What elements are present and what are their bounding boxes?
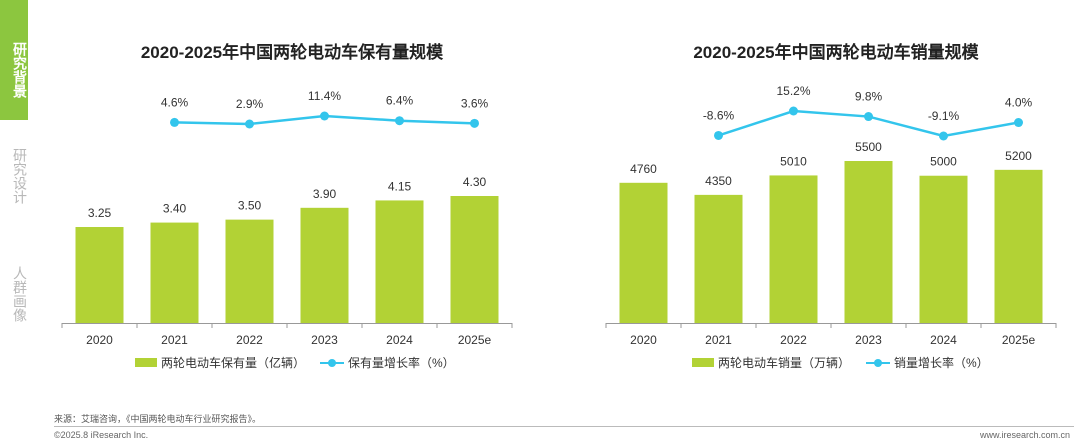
growth-label-2024: -9.1% (928, 109, 960, 123)
legend-line-label: 销量增长率（%） (894, 355, 989, 370)
x-tick-label-2024: 2024 (386, 333, 413, 347)
bar-2023 (300, 207, 349, 323)
growth-point-2022 (789, 106, 798, 116)
growth-label-2024: 6.4% (386, 94, 414, 108)
x-tick-label-2022: 2022 (780, 333, 807, 347)
growth-point-2024 (939, 131, 948, 141)
bar-label-2022: 5010 (780, 154, 807, 168)
x-tick-label-2022: 2022 (236, 333, 263, 347)
legend-bar-label: 两轮电动车销量（万辆） (718, 355, 850, 370)
sidebar-item-research-background[interactable]: 研究背景 (0, 0, 28, 120)
source-note: 来源：艾瑞咨询，《中国两轮电动车行业研究报告》。 (54, 414, 262, 424)
bar-label-2025e: 5200 (1005, 149, 1032, 163)
x-tick-label-2020: 2020 (86, 333, 113, 347)
bar-label-2022: 3.50 (238, 199, 262, 213)
legend: 两轮电动车保有量（亿辆） 保有量增长率（%） (135, 355, 455, 370)
chart-ownership: 2020-2025年中国两轮电动车保有量规模 3.25 3.40 3.50 3.90 4.… (52, 0, 532, 405)
growth-label-2023: 9.8% (855, 90, 883, 104)
footer-divider (54, 426, 1074, 427)
bar-2022 (769, 175, 818, 323)
x-tick-label-2024: 2024 (930, 333, 957, 347)
growth-point-2021 (714, 130, 723, 140)
legend: 两轮电动车销量（万辆） 销量增长率（%） (692, 355, 989, 370)
chart-ownership-svg: 2020-2025年中国两轮电动车保有量规模 3.25 3.40 3.50 3.90 4.… (61, 42, 513, 370)
growth-label-2021: -8.6% (703, 108, 735, 122)
chart-title: 2020-2025年中国两轮电动车保有量规模 (141, 42, 444, 62)
sidebar-item-research-design[interactable]: 研究设计 (12, 148, 28, 204)
chart-title: 2020-2025年中国两轮电动车销量规模 (693, 42, 979, 62)
growth-label-2022: 15.2% (776, 84, 810, 98)
x-tick-label-2021: 2021 (705, 333, 732, 347)
bar-label-2020: 3.25 (88, 206, 112, 220)
bar-2021 (150, 222, 199, 323)
legend-line-marker (328, 359, 336, 367)
website-link[interactable]: www.iresearch.com.cn (979, 430, 1070, 440)
x-tick-label-2025e: 2025e (458, 333, 492, 347)
legend-line-label: 保有量增长率（%） (348, 355, 455, 370)
growth-point-2022 (245, 119, 254, 129)
bar-label-2023: 3.90 (313, 187, 337, 201)
bar-2020 (619, 182, 668, 323)
growth-point-2021 (170, 117, 179, 127)
bar-label-2020: 4760 (630, 162, 657, 176)
growth-label-2021: 4.6% (161, 95, 189, 109)
chart-sales: 2020-2025年中国两轮电动车销量规模 4760 4350 5010 5500 500… (596, 0, 1076, 405)
legend-line-marker (874, 359, 882, 367)
sidebar-item-user-profile[interactable]: 人群画像 (12, 266, 28, 322)
growth-point-2024 (395, 116, 404, 126)
legend-bar-swatch (135, 358, 157, 367)
bar-2024 (919, 175, 968, 323)
x-tick-label-2023: 2023 (311, 333, 338, 347)
bar-2021 (694, 194, 743, 323)
bar-label-2021: 3.40 (163, 202, 187, 216)
legend-bar-swatch (692, 358, 714, 367)
x-tick-label-2025e: 2025e (1002, 333, 1036, 347)
x-tick-label-2021: 2021 (161, 333, 188, 347)
bar-2022 (225, 219, 274, 323)
bar-2025e (450, 196, 499, 323)
growth-label-2025e: 3.6% (461, 96, 489, 110)
growth-point-2023 (864, 112, 873, 122)
sidebar: 研究背景 研究设计 人群画像 (0, 0, 28, 445)
copyright: ©2025.8 iResearch Inc. (54, 430, 149, 440)
legend-bar-label: 两轮电动车保有量（亿辆） (161, 355, 305, 370)
bar-label-2021: 4350 (705, 174, 732, 188)
x-tick-label-2023: 2023 (855, 333, 882, 347)
growth-point-2023 (320, 111, 329, 121)
x-tick-label-2020: 2020 (630, 333, 657, 347)
bar-label-2024: 5000 (930, 155, 957, 169)
growth-point-2025e (470, 118, 479, 128)
growth-point-2025e (1014, 118, 1023, 128)
growth-label-2022: 2.9% (236, 97, 264, 111)
bar-2020 (75, 227, 124, 323)
bar-2024 (375, 200, 424, 323)
growth-label-2025e: 4.0% (1005, 96, 1033, 110)
bar-2023 (844, 161, 893, 323)
bar-label-2025e: 4.30 (463, 175, 487, 189)
bar-2025e (994, 169, 1043, 323)
bar-label-2023: 5500 (855, 140, 882, 154)
growth-label-2023: 11.4% (308, 89, 341, 103)
bar-label-2024: 4.15 (388, 179, 412, 193)
chart-sales-svg: 2020-2025年中国两轮电动车销量规模 4760 4350 5010 5500 500… (605, 42, 1057, 370)
